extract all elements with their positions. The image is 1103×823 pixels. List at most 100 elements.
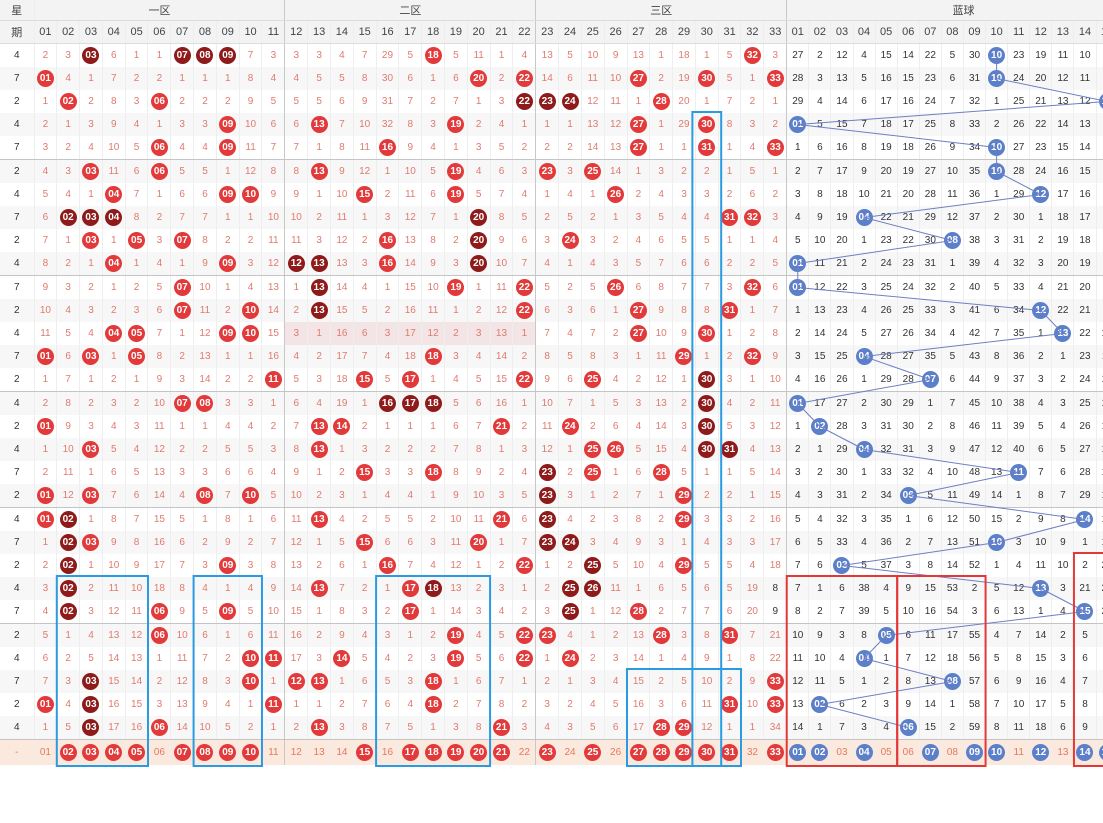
red-ball: 16 xyxy=(378,255,396,272)
red-omission-value: 5 xyxy=(421,159,445,183)
blue-omission-value: 32 xyxy=(1007,252,1031,276)
red-omission-value: 7 xyxy=(558,391,582,415)
blue-omission-value: 2 xyxy=(808,43,832,67)
red-omission-value: 1 xyxy=(56,113,81,136)
red-ball: 20 xyxy=(470,744,488,761)
blue-omission-value: 6 xyxy=(808,554,832,577)
blue-omission-value: 08 xyxy=(941,739,964,765)
red-omission-value: 06 xyxy=(147,739,172,765)
red-ball: 01 xyxy=(36,348,54,365)
blue-omission-value: 1 xyxy=(853,670,876,693)
red-ball: 29 xyxy=(675,557,693,574)
red-omission-value: 1 xyxy=(467,275,491,299)
red-ball: 03 xyxy=(82,348,100,365)
red-omission-value: 6 xyxy=(490,159,514,183)
blue-omission-value: 26 xyxy=(919,136,942,160)
red-ball: 04 xyxy=(105,186,123,203)
blue-ball: 05 xyxy=(877,627,895,644)
red-omission-value: 32 xyxy=(376,113,400,136)
red-omission-value: 1 xyxy=(170,415,195,438)
red-ball: 21 xyxy=(492,511,510,528)
red-omission-value: 2 xyxy=(649,507,674,531)
red-omission-value: 14 xyxy=(125,670,149,693)
blue-omission-value: 14 xyxy=(1051,113,1075,136)
red-omission-value: 2 xyxy=(740,252,765,276)
red-omission-value: 2 xyxy=(558,554,582,577)
red-ball: 10 xyxy=(242,673,260,690)
red-omission-value: 1 xyxy=(421,484,445,508)
red-omission-value: 13 xyxy=(193,345,217,368)
red-omission-value: 7 xyxy=(125,507,149,531)
blue-omission-value: 8 xyxy=(1073,693,1097,716)
red-ball: 30 xyxy=(698,116,716,133)
red-omission-value: 3 xyxy=(649,693,674,716)
blue-omission-value: 10 xyxy=(1051,554,1075,577)
blue-omission-value: 7 xyxy=(985,693,1009,716)
red-omission-value: 8 xyxy=(193,229,217,252)
blue-omission-value: 12 xyxy=(985,438,1009,461)
red-omission-value: 10 xyxy=(763,368,788,392)
red-omission-value: 4 xyxy=(512,183,537,206)
blue-omission-value: 23 xyxy=(919,67,942,90)
red-omission-value: 3 xyxy=(56,159,81,183)
blue-omission-value: 20 xyxy=(1029,67,1053,90)
blue-omission-value: 22 xyxy=(830,275,854,299)
blue-omission-value: 19 xyxy=(1073,252,1097,276)
red-omission-value: 14 xyxy=(193,368,217,392)
red-omission-value: 13 xyxy=(763,438,788,461)
red-omission-value: 14 xyxy=(330,275,354,299)
red-omission-value: 8 xyxy=(627,507,651,531)
zone-label: 一区 xyxy=(34,0,286,21)
red-ball: 10 xyxy=(242,186,260,203)
red-omission-value: 2 xyxy=(740,90,765,113)
red-omission-value: 16 xyxy=(330,322,354,345)
red-omission-value: 4 xyxy=(604,670,628,693)
blue-omission-value: 11 xyxy=(1007,716,1031,740)
blue-omission-value: 31 xyxy=(919,252,942,276)
red-omission-value: 5 xyxy=(558,345,582,368)
red-ball: 19 xyxy=(447,627,465,644)
red-ball: 22 xyxy=(515,302,533,319)
red-omission-value: 12 xyxy=(330,229,354,252)
red-omission-value: 2 xyxy=(535,136,560,160)
repeat-red-ball: 13 xyxy=(310,255,328,272)
blue-column-header: 14 xyxy=(1073,20,1097,44)
red-ball: 08 xyxy=(196,395,214,412)
red-omission-value: 4 xyxy=(581,693,605,716)
red-omission-value: 4 xyxy=(56,299,81,322)
red-ball: 01 xyxy=(36,696,54,713)
red-omission-value: 5 xyxy=(376,670,400,693)
blue-omission-value: 1 xyxy=(786,415,810,438)
red-ball: 20 xyxy=(470,70,488,87)
blue-omission-value: 14 xyxy=(1096,415,1103,438)
red-omission-value: 5 xyxy=(604,693,628,716)
blue-omission-value: 16 xyxy=(1029,670,1053,693)
red-omission-value: 10 xyxy=(330,183,354,206)
blue-omission-value: 32 xyxy=(830,507,854,531)
blue-omission-value: 3 xyxy=(1051,391,1075,415)
blue-omission-value: 3 xyxy=(1096,159,1103,183)
blue-omission-value: 5 xyxy=(985,275,1009,299)
red-omission-value: 4 xyxy=(79,322,103,345)
blue-omission-value: 15 xyxy=(875,43,898,67)
red-omission-value: 3 xyxy=(376,461,400,484)
week-cell: 7 xyxy=(0,461,35,484)
red-omission-value: 2 xyxy=(398,438,423,461)
draw-row: 4 2 3 03 6 1 1 07 08 09 7 3 3 3 4 7 29 5 18 5 11 1 4 13 5 10 9 13 1 1… xyxy=(0,43,1103,67)
red-omission-value: 8 xyxy=(330,600,354,624)
red-omission-value: 18 xyxy=(398,345,423,368)
red-omission-value: 1 xyxy=(604,206,628,229)
blue-omission-value: 22 xyxy=(897,229,920,252)
red-ball: 15 xyxy=(356,464,374,481)
red-omission-value: 4 xyxy=(170,484,195,508)
red-omission-value: 4 xyxy=(512,43,537,67)
repeat-red-ball: 02 xyxy=(59,511,77,528)
red-omission-value: 11 xyxy=(444,531,468,554)
red-omission-value: 10 xyxy=(581,43,605,67)
blue-omission-value: 8 xyxy=(853,136,876,160)
blue-omission-value: 7 xyxy=(941,391,964,415)
red-omission-value: 3 xyxy=(490,90,514,113)
red-omission-value: 2 xyxy=(535,670,560,693)
red-omission-value: 6 xyxy=(239,623,263,647)
red-omission-value: 7 xyxy=(444,438,468,461)
